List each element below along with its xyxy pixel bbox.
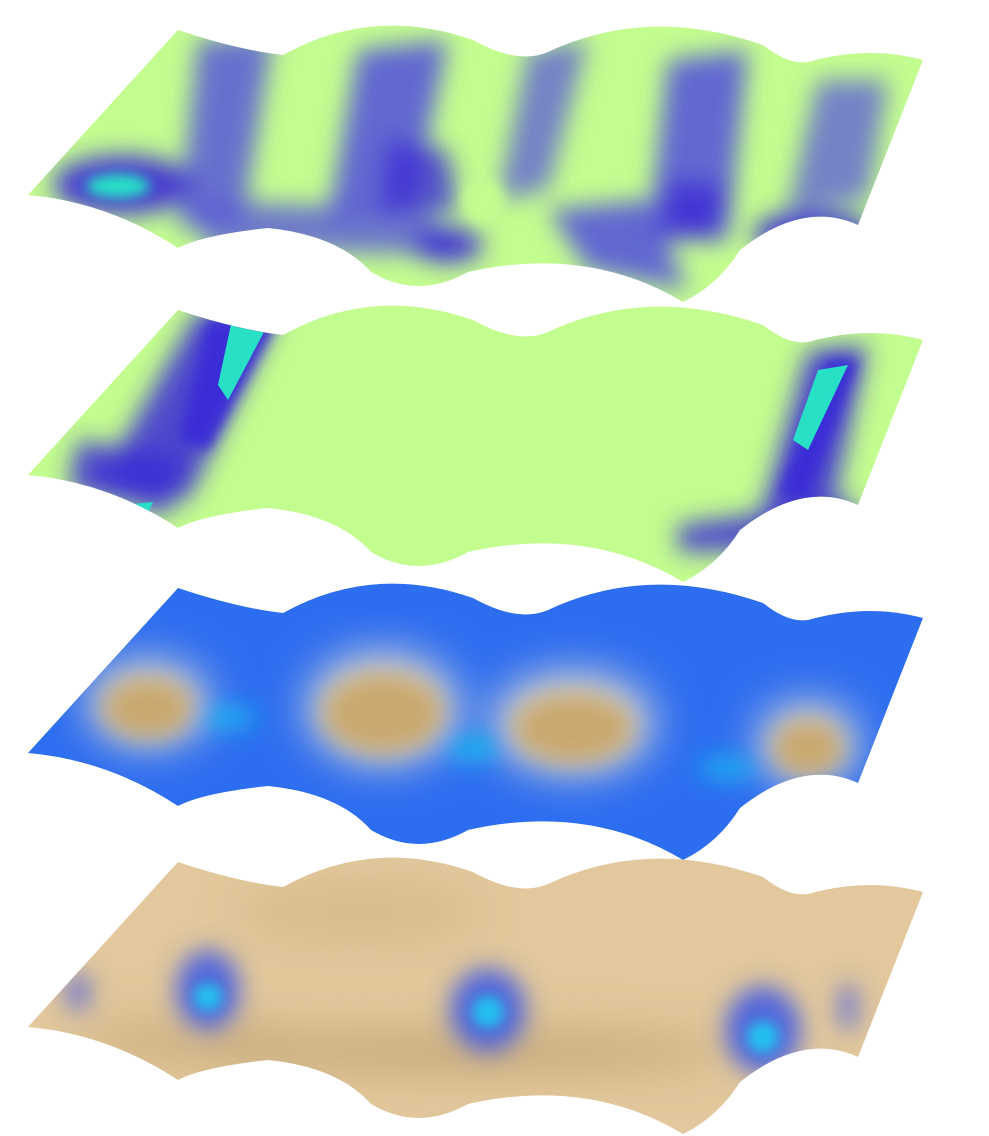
surface-panel-4 (28, 857, 923, 1134)
surface-panel-3 (28, 583, 923, 860)
surface-panel-2 (28, 305, 923, 582)
surface-panel-1 (28, 25, 923, 303)
